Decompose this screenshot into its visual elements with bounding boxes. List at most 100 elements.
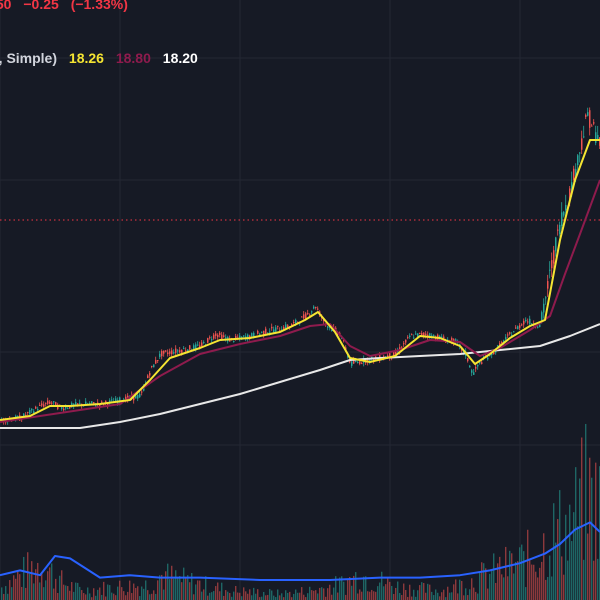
candle-body <box>139 393 141 398</box>
candle-body <box>235 336 237 339</box>
candle-body <box>75 402 77 406</box>
volume-bar <box>105 596 107 600</box>
candle-body <box>219 332 221 335</box>
volume-bar <box>565 514 567 600</box>
candle-body <box>497 345 499 347</box>
moving-average-legend[interactable]: ), Simple) 18.26 18.80 18.20 <box>0 50 206 66</box>
volume-bar <box>323 588 325 600</box>
volume-bar <box>255 593 257 600</box>
candle-body <box>417 333 419 337</box>
volume-bar <box>261 596 263 600</box>
candle-body <box>167 352 169 355</box>
candle-body <box>179 350 181 353</box>
volume-bar <box>331 594 333 600</box>
volume-bar <box>89 593 91 600</box>
volume-bar <box>589 457 591 600</box>
candle-body <box>111 399 113 401</box>
volume-bar <box>507 576 509 600</box>
volume-bar <box>83 593 85 600</box>
candle-body <box>39 404 41 406</box>
candle-body <box>49 401 51 404</box>
volume-bar <box>569 504 571 600</box>
candle-body <box>473 372 475 375</box>
candle-body <box>183 348 185 350</box>
candle-body <box>271 326 273 329</box>
volume-bar <box>109 585 111 600</box>
candle-body <box>307 313 309 315</box>
candle-body <box>429 333 431 337</box>
volume-bar <box>189 582 191 600</box>
volume-bar <box>551 576 553 600</box>
candle-body <box>551 260 553 269</box>
candle-body <box>475 366 477 369</box>
volume-bar <box>491 569 493 600</box>
volume-bar <box>73 591 75 600</box>
candle-body <box>31 408 33 411</box>
volume-bar <box>349 576 351 600</box>
volume-bar <box>247 593 249 600</box>
volume-bar <box>71 582 73 600</box>
volume-bar <box>469 589 471 600</box>
price-legend: .50 −0.25 (−1.33%) <box>0 0 136 12</box>
candle-body <box>421 332 423 336</box>
candle-body <box>349 360 351 363</box>
candle-body <box>387 355 389 358</box>
volume-bar <box>303 594 305 600</box>
volume-bar <box>269 589 271 600</box>
candle-body <box>327 326 329 328</box>
candle-body <box>565 204 567 211</box>
volume-bar <box>549 555 551 600</box>
volume-bar <box>251 595 253 600</box>
candle-body <box>355 360 357 362</box>
candle-body <box>189 345 191 350</box>
candle-body <box>239 335 241 338</box>
volume-bar <box>479 571 481 600</box>
volume-bar <box>427 583 429 600</box>
volume-bar <box>279 595 281 600</box>
candle-body <box>511 334 513 336</box>
candle-body <box>221 334 223 340</box>
candle-body <box>439 336 441 338</box>
candle-body <box>531 323 533 325</box>
candle-body <box>177 350 179 352</box>
volume-bar <box>347 578 349 600</box>
volume-bar <box>573 512 575 600</box>
candle-body <box>163 350 165 354</box>
volume-bar <box>577 526 579 600</box>
volume-bar <box>203 589 205 600</box>
volume-bar <box>133 583 135 600</box>
volume-bar <box>575 467 577 600</box>
candle-body <box>595 132 597 143</box>
candle-body <box>199 345 201 348</box>
candle-body <box>519 325 521 328</box>
volume-bar <box>285 590 287 600</box>
candle-body <box>141 391 143 393</box>
candle-body <box>357 361 359 363</box>
volume-bar <box>441 592 443 600</box>
volume-bar <box>219 591 221 600</box>
volume-bar <box>317 593 319 600</box>
volume-bar <box>595 462 597 600</box>
candle-body <box>563 211 565 216</box>
volume-bar <box>233 591 235 600</box>
candle-body <box>455 339 457 341</box>
volume-bar <box>25 587 27 600</box>
candle-body <box>201 342 203 347</box>
volume-bar <box>351 585 353 600</box>
candle-body <box>185 350 187 352</box>
candle-body <box>63 408 65 411</box>
candle-body <box>317 308 319 310</box>
candle-body <box>513 331 515 333</box>
volume-bar <box>443 589 445 600</box>
volume-bar <box>213 591 215 600</box>
volume-bar <box>61 570 63 600</box>
candle-body <box>543 303 545 313</box>
candle-body <box>119 397 121 403</box>
candle-body <box>445 341 447 343</box>
candle-body <box>301 316 303 318</box>
candle-body <box>471 370 473 373</box>
volume-bar <box>535 571 537 600</box>
